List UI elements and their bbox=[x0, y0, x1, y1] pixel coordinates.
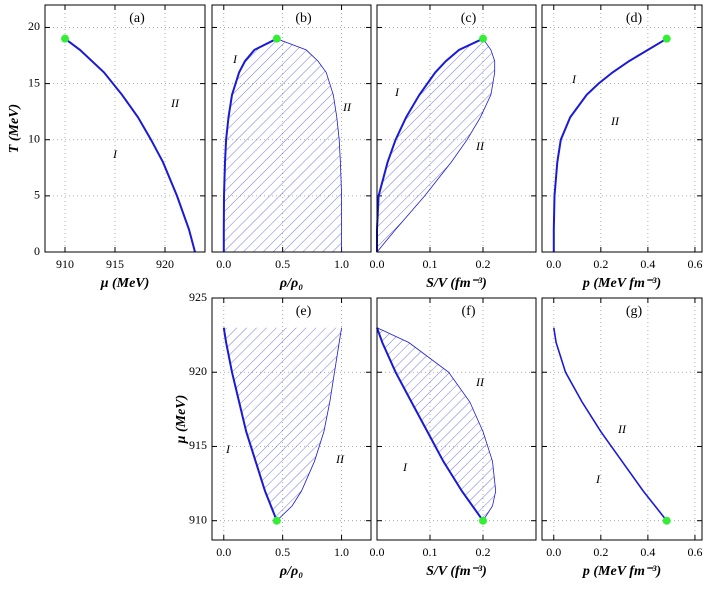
x-tick-label: 0.2 bbox=[476, 257, 491, 271]
panel-label: (b) bbox=[295, 11, 312, 26]
y-tick-label: 10 bbox=[28, 131, 40, 145]
plot-frame bbox=[541, 4, 703, 253]
critical-point bbox=[61, 34, 69, 43]
critical-point bbox=[272, 516, 281, 525]
x-axis-label: p (MeV fm⁻³) bbox=[582, 564, 661, 579]
x-axis-label: ρ/ρ₀ bbox=[279, 564, 303, 579]
x-axis-label: μ (MeV) bbox=[100, 276, 150, 291]
x-tick-label: 0.5 bbox=[275, 545, 290, 559]
region-label: II bbox=[617, 422, 627, 436]
region-label: II bbox=[610, 114, 620, 128]
x-tick-label: 0.0 bbox=[216, 257, 231, 271]
y-tick-label: 920 bbox=[189, 364, 207, 378]
y-tick-label: 925 bbox=[189, 290, 207, 304]
region-label: I bbox=[112, 147, 118, 161]
hatched-region bbox=[223, 327, 342, 521]
critical-point bbox=[662, 516, 671, 525]
curve bbox=[64, 37, 196, 253]
y-tick-label: 910 bbox=[189, 512, 207, 526]
x-tick-label: 0.6 bbox=[687, 257, 702, 271]
plot-frame bbox=[541, 297, 703, 541]
y-axis-label: T (MeV) bbox=[7, 104, 22, 153]
critical-point bbox=[479, 516, 487, 525]
plot-area bbox=[45, 5, 205, 252]
x-tick-label: 0.6 bbox=[687, 545, 702, 559]
critical-point bbox=[272, 34, 281, 43]
plot-frame bbox=[211, 297, 372, 541]
hatched-region bbox=[377, 327, 496, 521]
plot-frame bbox=[44, 4, 206, 253]
hatched-region bbox=[223, 38, 342, 253]
region-label: I bbox=[402, 460, 408, 474]
x-tick-label: 0.0 bbox=[370, 257, 385, 271]
region-label: II bbox=[170, 96, 180, 110]
curve bbox=[376, 38, 496, 253]
region-label: II bbox=[475, 139, 485, 153]
x-tick-label: 1.0 bbox=[334, 545, 349, 559]
x-tick-label: 920 bbox=[156, 257, 174, 271]
curve bbox=[376, 37, 484, 252]
region-label: I bbox=[225, 442, 231, 456]
panel-label: (g) bbox=[626, 304, 643, 319]
curve bbox=[222, 327, 278, 522]
curve bbox=[376, 327, 497, 521]
plot-frame bbox=[211, 4, 372, 253]
x-tick-label: 910 bbox=[56, 257, 74, 271]
x-tick-label: 0.1 bbox=[423, 545, 438, 559]
region-label: I bbox=[595, 472, 601, 486]
y-tick-label: 20 bbox=[28, 19, 40, 33]
panel-label: (d) bbox=[626, 11, 643, 26]
plot-area bbox=[542, 298, 702, 540]
y-axis-label: μ (MeV) bbox=[174, 395, 189, 445]
region-label: II bbox=[335, 452, 345, 466]
panel-label: (a) bbox=[129, 11, 145, 26]
curve bbox=[552, 37, 668, 252]
x-axis-label: S/V (fm⁻³) bbox=[426, 276, 487, 291]
x-tick-label: 915 bbox=[106, 257, 124, 271]
x-tick-label: 0.4 bbox=[640, 257, 655, 271]
critical-point bbox=[662, 34, 671, 43]
x-tick-label: 1.0 bbox=[334, 257, 349, 271]
plot-area bbox=[542, 5, 702, 252]
hatched-region bbox=[377, 38, 495, 253]
x-tick-label: 0.0 bbox=[546, 545, 561, 559]
x-tick-label: 0.2 bbox=[476, 545, 491, 559]
plot-frame bbox=[376, 297, 537, 541]
region-label: I bbox=[571, 72, 577, 86]
region-label: I bbox=[394, 85, 400, 99]
x-tick-label: 0.0 bbox=[370, 545, 385, 559]
x-axis-label: p (MeV fm⁻³) bbox=[582, 276, 661, 291]
critical-point bbox=[479, 34, 487, 43]
plot-frame bbox=[376, 4, 537, 253]
x-tick-label: 0.2 bbox=[593, 545, 608, 559]
x-tick-label: 0.4 bbox=[640, 545, 655, 559]
panel-label: (c) bbox=[461, 11, 477, 26]
curve bbox=[276, 38, 342, 252]
curve bbox=[276, 327, 342, 521]
panel-label: (e) bbox=[296, 304, 312, 319]
y-tick-label: 915 bbox=[189, 438, 207, 452]
y-tick-label: 0 bbox=[34, 244, 40, 258]
y-tick-label: 5 bbox=[34, 188, 40, 202]
panel-label: (f) bbox=[462, 304, 476, 319]
x-tick-label: 0.0 bbox=[546, 257, 561, 271]
y-tick-label: 15 bbox=[28, 75, 40, 89]
x-tick-label: 0.2 bbox=[593, 257, 608, 271]
curve bbox=[376, 327, 484, 522]
region-label: II bbox=[475, 375, 485, 389]
curve bbox=[222, 37, 278, 252]
x-tick-label: 0.5 bbox=[275, 257, 290, 271]
region-label: II bbox=[342, 100, 352, 114]
x-tick-label: 0.0 bbox=[216, 545, 231, 559]
curve bbox=[553, 327, 668, 522]
x-axis-label: S/V (fm⁻³) bbox=[426, 564, 487, 579]
x-tick-label: 0.1 bbox=[423, 257, 438, 271]
region-label: I bbox=[232, 52, 238, 66]
x-axis-label: ρ/ρ₀ bbox=[279, 276, 303, 291]
